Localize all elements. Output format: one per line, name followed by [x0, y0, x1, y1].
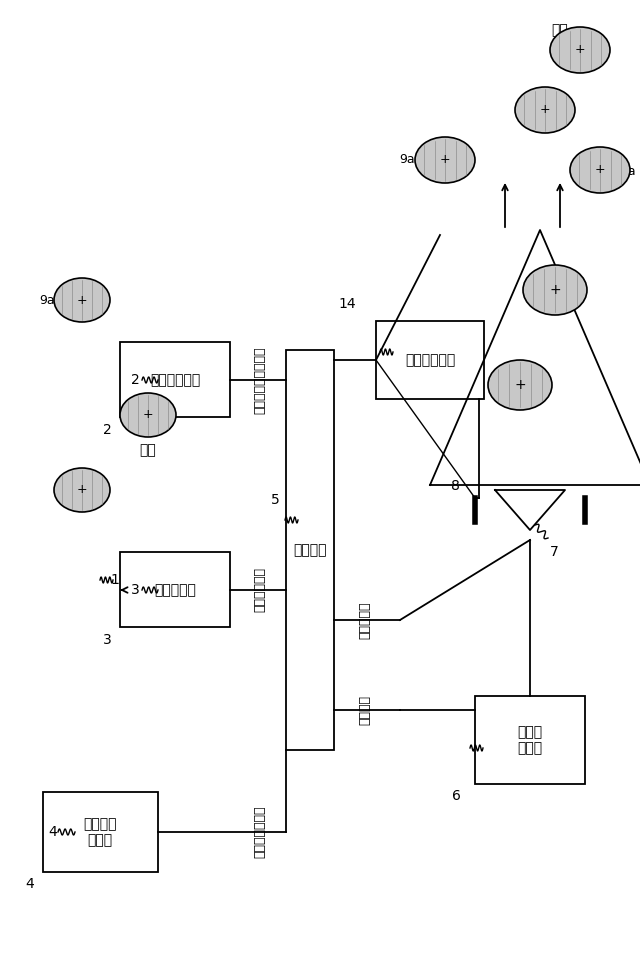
- Text: +: +: [143, 409, 154, 421]
- Text: ノズル切替: ノズル切替: [358, 602, 371, 639]
- Ellipse shape: [415, 137, 475, 183]
- Ellipse shape: [570, 147, 630, 193]
- Text: 14: 14: [339, 297, 356, 311]
- Text: 1: 1: [111, 573, 120, 587]
- Text: 5: 5: [271, 493, 280, 507]
- Text: 風向風速を計測: 風向風速を計測: [253, 806, 266, 858]
- Text: 粉塵量を計測: 粉塵量を計測: [253, 567, 266, 612]
- Text: 9a: 9a: [620, 166, 636, 178]
- Ellipse shape: [488, 360, 552, 410]
- Text: +: +: [575, 43, 586, 57]
- Text: 制御装置: 制御装置: [293, 543, 327, 557]
- Text: 風向風速
センサ: 風向風速 センサ: [83, 817, 116, 847]
- Text: +: +: [540, 104, 550, 117]
- Text: +: +: [77, 483, 87, 497]
- Ellipse shape: [550, 27, 610, 73]
- Bar: [120, 342, 230, 417]
- Text: 4: 4: [48, 825, 57, 839]
- Ellipse shape: [54, 278, 110, 322]
- Text: タンク
ポンプ: タンク ポンプ: [517, 725, 543, 756]
- Bar: [475, 696, 585, 784]
- Text: +: +: [549, 283, 561, 297]
- Text: 粉塵: 粉塵: [552, 23, 568, 37]
- Text: 9a: 9a: [399, 154, 415, 167]
- Text: +: +: [595, 164, 605, 176]
- Text: 水圧調整: 水圧調整: [358, 695, 371, 725]
- Text: 6: 6: [452, 789, 461, 803]
- Bar: [286, 350, 334, 750]
- Text: 2: 2: [103, 422, 112, 436]
- Text: 3: 3: [131, 583, 140, 597]
- Bar: [42, 792, 157, 872]
- Text: 粉塵の電荷量を計測: 粉塵の電荷量を計測: [253, 346, 266, 414]
- Text: 粉塵センサ: 粉塵センサ: [154, 583, 196, 597]
- Text: 8: 8: [451, 479, 460, 493]
- Text: 9a: 9a: [40, 293, 55, 307]
- Ellipse shape: [54, 468, 110, 512]
- Ellipse shape: [515, 87, 575, 133]
- Ellipse shape: [523, 265, 587, 315]
- Text: 4: 4: [26, 877, 35, 891]
- Bar: [120, 553, 230, 627]
- Text: 3: 3: [103, 632, 112, 647]
- Text: +: +: [440, 154, 451, 167]
- Text: 電荷量センサ: 電荷量センサ: [150, 373, 200, 387]
- Ellipse shape: [120, 393, 176, 437]
- Text: 粉塵: 粉塵: [140, 443, 156, 457]
- Text: 2: 2: [131, 373, 140, 387]
- Text: +: +: [514, 378, 526, 392]
- Text: +: +: [77, 293, 87, 307]
- Bar: [376, 321, 484, 399]
- Text: 電流切替手段: 電流切替手段: [405, 353, 455, 367]
- Text: 7: 7: [550, 545, 559, 559]
